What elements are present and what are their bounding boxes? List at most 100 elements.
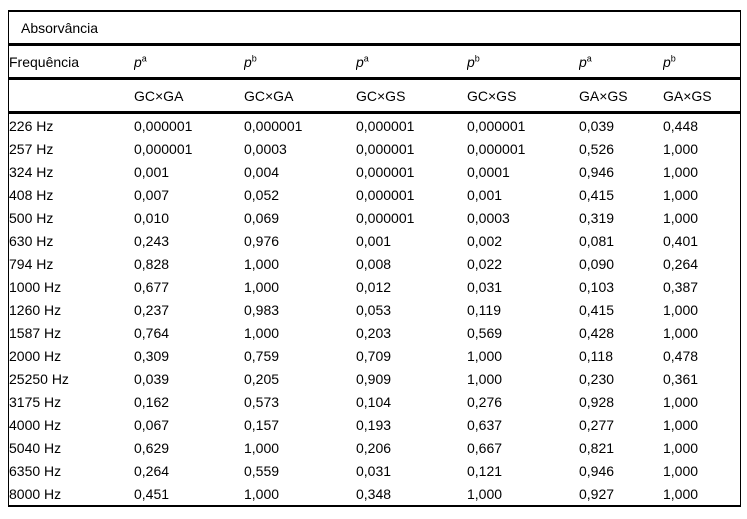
p-value-cell: 0,000001 (467, 140, 526, 157)
frequency-cell: 324 Hz (9, 163, 54, 180)
p-value-cell: 1,000 (467, 485, 503, 502)
p-label: p (467, 53, 475, 70)
p-value-cell: 0,081 (579, 232, 615, 249)
p-value-cell: 1,000 (663, 439, 699, 456)
p-value-cell: 0,004 (244, 163, 280, 180)
p-value-cell: 0,0001 (467, 163, 510, 180)
p-value-cell: 0,401 (663, 232, 699, 249)
p-value-cell: 0,203 (356, 324, 392, 341)
p-value-cell: 0,946 (579, 163, 615, 180)
p-label: p (244, 53, 252, 70)
p-value-cell: 1,000 (467, 347, 503, 364)
p-value-cell: 0,526 (579, 140, 615, 157)
statistics-table: Absorvância Frequência pa pb pa pb pa pb GC×G… (9, 12, 741, 506)
column-header-p: pb (663, 44, 741, 80)
p-value-cell: 0,118 (579, 347, 613, 364)
p-value-cell: 1,000 (244, 324, 280, 341)
p-value-cell: 1,000 (663, 393, 699, 410)
p-value-cell: 0,205 (244, 370, 280, 387)
p-superscript: a (141, 52, 147, 63)
p-value-cell: 0,909 (356, 370, 392, 387)
p-value-cell: 1,000 (663, 186, 699, 203)
p-value-cell: 0,157 (244, 416, 280, 433)
p-value-cell: 0,946 (579, 462, 615, 479)
column-header-p: pb (467, 44, 579, 80)
table-title-row: Absorvância (9, 12, 741, 46)
column-subheader-group: GC×GA (244, 78, 356, 114)
p-value-cell: 0,428 (579, 324, 615, 341)
frequency-cell: 1260 Hz (9, 301, 62, 318)
p-value-cell: 0,387 (663, 278, 699, 295)
p-value-cell: 0,828 (134, 255, 170, 272)
p-value-cell: 1,000 (663, 416, 699, 433)
p-superscript: b (670, 52, 676, 63)
table-frame: Absorvância Frequência pa pb pa pb pa pb GC×G… (8, 10, 741, 507)
p-header-row: Frequência pa pb pa pb pa pb (9, 44, 741, 80)
table-row: 2000 Hz 0,309 0,759 0,709 1,000 0,118 0,478 (9, 344, 740, 367)
p-value-cell: 0,022 (467, 255, 503, 272)
p-value-cell: 0,237 (134, 301, 170, 318)
p-superscript: b (474, 52, 480, 63)
p-value-cell: 0,230 (579, 370, 615, 387)
p-label: p (579, 53, 587, 70)
p-value-cell: 0,000001 (467, 117, 526, 134)
frequency-cell: 6350 Hz (9, 462, 62, 479)
p-value-cell: 1,000 (663, 163, 699, 180)
frequency-cell: 500 Hz (9, 209, 54, 226)
frequency-cell: 8000 Hz (9, 485, 62, 502)
p-value-cell: 0,0003 (467, 209, 510, 226)
table-row: 1260 Hz 0,237 0,983 0,053 0,119 0,415 1,000 (9, 298, 740, 321)
p-value-cell: 0,451 (134, 485, 170, 502)
table-row: 1587 Hz 0,764 1,000 0,203 0,569 0,428 1,000 (9, 321, 740, 344)
p-value-cell: 0,103 (579, 278, 615, 295)
p-superscript: b (251, 52, 257, 63)
table-body: 226 Hz 0,000001 0,000001 0,000001 0,000001 0,… (9, 113, 740, 506)
p-value-cell: 0,206 (356, 439, 392, 456)
p-value-cell: 0,277 (579, 416, 615, 433)
p-value-cell: 0,0003 (244, 140, 287, 157)
p-value-cell: 0,478 (663, 347, 699, 364)
p-value-cell: 0,759 (244, 347, 280, 364)
p-value-cell: 0,264 (663, 255, 699, 272)
p-value-cell: 0,677 (134, 278, 170, 295)
p-value-cell: 0,053 (356, 301, 392, 318)
p-value-cell: 0,052 (244, 186, 280, 203)
p-value-cell: 0,000001 (356, 186, 415, 203)
p-value-cell: 0,001 (467, 186, 503, 203)
p-value-cell: 0,090 (579, 255, 615, 272)
frequency-cell: 630 Hz (9, 232, 54, 249)
frequency-cell: 794 Hz (9, 255, 54, 272)
p-value-cell: 0,000001 (134, 140, 193, 157)
p-value-cell: 0,010 (134, 209, 170, 226)
p-value-cell: 0,000001 (134, 117, 193, 134)
p-value-cell: 0,415 (579, 186, 615, 203)
column-header-p: pa (134, 44, 244, 80)
p-value-cell: 0,928 (579, 393, 615, 410)
p-value-cell: 0,821 (579, 439, 615, 456)
table-row: 4000 Hz 0,067 0,157 0,193 0,637 0,277 1,000 (9, 413, 740, 436)
table-head: Absorvância Frequência pa pb pa pb pa pb GC×G… (9, 12, 741, 114)
p-value-cell: 0,008 (356, 255, 392, 272)
p-value-cell: 0,031 (467, 278, 503, 295)
p-value-cell: 0,001 (134, 163, 170, 180)
p-value-cell: 0,573 (244, 393, 280, 410)
p-value-cell: 0,764 (134, 324, 170, 341)
p-value-cell: 0,162 (134, 393, 170, 410)
column-header-p: pa (579, 44, 663, 80)
p-value-cell: 0,927 (579, 485, 615, 502)
p-value-cell: 0,002 (467, 232, 503, 249)
column-header-frequency: Frequência (9, 44, 134, 80)
p-value-cell: 1,000 (663, 209, 699, 226)
table-row: 6350 Hz 0,264 0,559 0,031 0,121 0,946 1,000 (9, 459, 740, 482)
p-value-cell: 0,000001 (356, 163, 415, 180)
p-value-cell: 0,559 (244, 462, 280, 479)
p-superscript: a (586, 52, 592, 63)
p-value-cell: 0,629 (134, 439, 170, 456)
table-row: 8000 Hz 0,451 1,000 0,348 1,000 0,927 1,000 (9, 482, 740, 505)
p-value-cell: 0,121 (467, 462, 503, 479)
table-row: 324 Hz 0,001 0,004 0,000001 0,0001 0,946 1,000 (9, 160, 740, 183)
frequency-cell: 408 Hz (9, 186, 54, 203)
p-value-cell: 0,309 (134, 347, 170, 364)
p-value-cell: 0,243 (134, 232, 170, 249)
